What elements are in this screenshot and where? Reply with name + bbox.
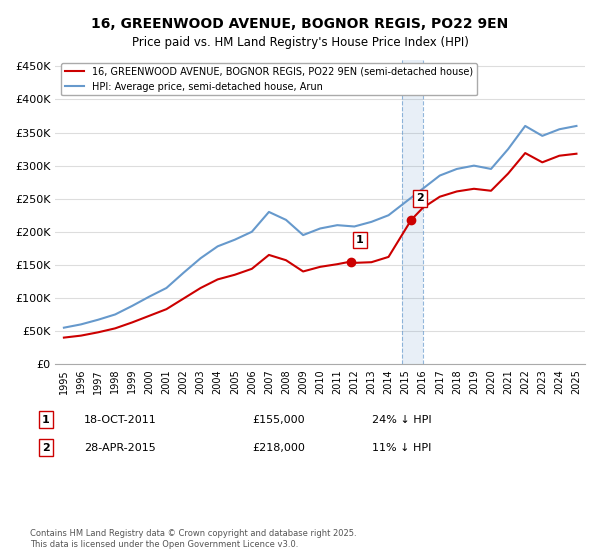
Text: £155,000: £155,000 [252, 415, 305, 425]
Text: 2: 2 [416, 193, 424, 203]
Text: 18-OCT-2011: 18-OCT-2011 [84, 415, 157, 425]
Text: Price paid vs. HM Land Registry's House Price Index (HPI): Price paid vs. HM Land Registry's House … [131, 36, 469, 49]
Text: 1: 1 [356, 235, 364, 245]
Text: 28-APR-2015: 28-APR-2015 [84, 443, 156, 453]
Text: 16, GREENWOOD AVENUE, BOGNOR REGIS, PO22 9EN: 16, GREENWOOD AVENUE, BOGNOR REGIS, PO22… [91, 17, 509, 31]
Text: 2: 2 [42, 443, 50, 453]
Text: £218,000: £218,000 [252, 443, 305, 453]
Text: 1: 1 [42, 415, 50, 425]
Legend: 16, GREENWOOD AVENUE, BOGNOR REGIS, PO22 9EN (semi-detached house), HPI: Average: 16, GREENWOOD AVENUE, BOGNOR REGIS, PO22… [61, 63, 477, 96]
Text: 11% ↓ HPI: 11% ↓ HPI [372, 443, 431, 453]
Text: 24% ↓ HPI: 24% ↓ HPI [372, 415, 431, 425]
Bar [402, 60, 422, 364]
Text: Contains HM Land Registry data © Crown copyright and database right 2025.
This d: Contains HM Land Registry data © Crown c… [30, 529, 356, 549]
